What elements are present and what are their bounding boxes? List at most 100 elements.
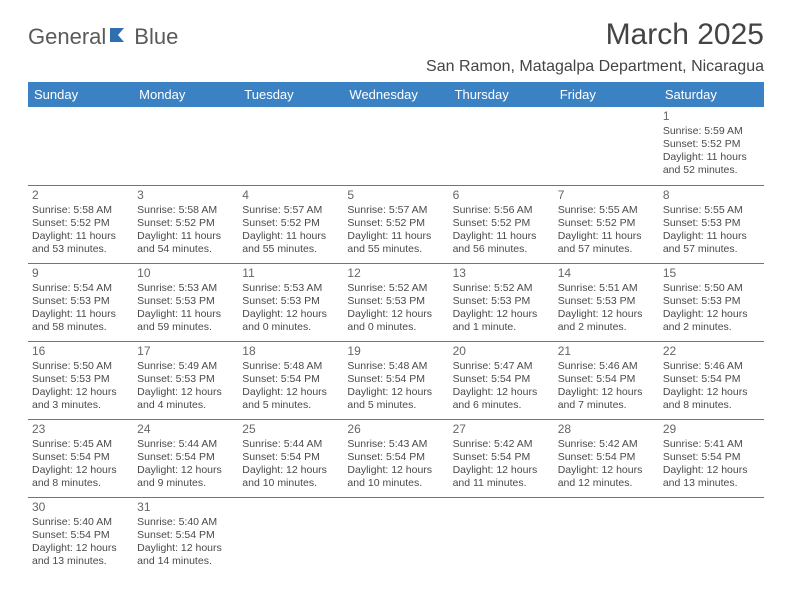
day-cell	[343, 497, 448, 575]
day-d2: and 52 minutes.	[663, 164, 760, 177]
day-d1: Daylight: 12 hours	[137, 464, 234, 477]
day-sunrise: Sunrise: 5:40 AM	[137, 516, 234, 529]
weekday-header: Saturday	[659, 82, 764, 107]
day-sunset: Sunset: 5:53 PM	[453, 295, 550, 308]
day-sunset: Sunset: 5:53 PM	[137, 295, 234, 308]
day-sunrise: Sunrise: 5:55 AM	[558, 204, 655, 217]
day-number: 16	[32, 344, 129, 359]
day-cell	[554, 497, 659, 575]
day-d1: Daylight: 12 hours	[32, 386, 129, 399]
day-sunrise: Sunrise: 5:46 AM	[663, 360, 760, 373]
day-d1: Daylight: 12 hours	[663, 308, 760, 321]
day-sunset: Sunset: 5:52 PM	[558, 217, 655, 230]
day-cell: 22Sunrise: 5:46 AMSunset: 5:54 PMDayligh…	[659, 341, 764, 419]
weekday-header: Monday	[133, 82, 238, 107]
day-cell	[449, 107, 554, 185]
day-sunset: Sunset: 5:52 PM	[453, 217, 550, 230]
day-d1: Daylight: 12 hours	[137, 542, 234, 555]
flag-icon	[110, 24, 132, 50]
logo-text-b: Blue	[134, 24, 178, 50]
day-cell: 27Sunrise: 5:42 AMSunset: 5:54 PMDayligh…	[449, 419, 554, 497]
day-d2: and 59 minutes.	[137, 321, 234, 334]
day-cell	[449, 497, 554, 575]
day-cell: 16Sunrise: 5:50 AMSunset: 5:53 PMDayligh…	[28, 341, 133, 419]
day-number: 4	[242, 188, 339, 203]
day-d1: Daylight: 12 hours	[347, 308, 444, 321]
day-sunset: Sunset: 5:53 PM	[663, 217, 760, 230]
day-d1: Daylight: 11 hours	[347, 230, 444, 243]
day-d2: and 57 minutes.	[558, 243, 655, 256]
day-sunrise: Sunrise: 5:47 AM	[453, 360, 550, 373]
day-number: 11	[242, 266, 339, 281]
day-sunset: Sunset: 5:54 PM	[347, 373, 444, 386]
day-number: 26	[347, 422, 444, 437]
day-cell	[28, 107, 133, 185]
day-cell: 6Sunrise: 5:56 AMSunset: 5:52 PMDaylight…	[449, 185, 554, 263]
day-cell: 8Sunrise: 5:55 AMSunset: 5:53 PMDaylight…	[659, 185, 764, 263]
day-number: 6	[453, 188, 550, 203]
day-sunrise: Sunrise: 5:58 AM	[137, 204, 234, 217]
day-d2: and 57 minutes.	[663, 243, 760, 256]
day-sunset: Sunset: 5:54 PM	[137, 529, 234, 542]
day-d1: Daylight: 12 hours	[242, 308, 339, 321]
day-cell: 7Sunrise: 5:55 AMSunset: 5:52 PMDaylight…	[554, 185, 659, 263]
day-sunset: Sunset: 5:53 PM	[663, 295, 760, 308]
weekday-header: Sunday	[28, 82, 133, 107]
day-number: 30	[32, 500, 129, 515]
day-number: 9	[32, 266, 129, 281]
day-sunset: Sunset: 5:54 PM	[558, 451, 655, 464]
day-cell	[659, 497, 764, 575]
day-sunrise: Sunrise: 5:49 AM	[137, 360, 234, 373]
day-sunrise: Sunrise: 5:42 AM	[453, 438, 550, 451]
day-sunrise: Sunrise: 5:50 AM	[663, 282, 760, 295]
day-d1: Daylight: 11 hours	[32, 230, 129, 243]
day-d2: and 2 minutes.	[558, 321, 655, 334]
day-d1: Daylight: 12 hours	[558, 308, 655, 321]
day-cell: 30Sunrise: 5:40 AMSunset: 5:54 PMDayligh…	[28, 497, 133, 575]
day-number: 3	[137, 188, 234, 203]
location: San Ramon, Matagalpa Department, Nicarag…	[426, 58, 764, 76]
day-sunrise: Sunrise: 5:43 AM	[347, 438, 444, 451]
day-sunset: Sunset: 5:53 PM	[137, 373, 234, 386]
day-cell	[238, 107, 343, 185]
week-row: 23Sunrise: 5:45 AMSunset: 5:54 PMDayligh…	[28, 419, 764, 497]
day-sunrise: Sunrise: 5:41 AM	[663, 438, 760, 451]
day-sunset: Sunset: 5:54 PM	[242, 451, 339, 464]
week-row: 9Sunrise: 5:54 AMSunset: 5:53 PMDaylight…	[28, 263, 764, 341]
day-sunrise: Sunrise: 5:52 AM	[347, 282, 444, 295]
day-sunset: Sunset: 5:52 PM	[32, 217, 129, 230]
day-d1: Daylight: 12 hours	[137, 386, 234, 399]
week-row: 16Sunrise: 5:50 AMSunset: 5:53 PMDayligh…	[28, 341, 764, 419]
day-number: 19	[347, 344, 444, 359]
day-number: 24	[137, 422, 234, 437]
day-cell: 3Sunrise: 5:58 AMSunset: 5:52 PMDaylight…	[133, 185, 238, 263]
day-number: 7	[558, 188, 655, 203]
day-d2: and 10 minutes.	[242, 477, 339, 490]
day-d2: and 13 minutes.	[663, 477, 760, 490]
calendar-table: Sunday Monday Tuesday Wednesday Thursday…	[28, 82, 764, 575]
day-sunrise: Sunrise: 5:44 AM	[137, 438, 234, 451]
weekday-header-row: Sunday Monday Tuesday Wednesday Thursday…	[28, 82, 764, 107]
day-d2: and 14 minutes.	[137, 555, 234, 568]
day-d2: and 58 minutes.	[32, 321, 129, 334]
day-d2: and 8 minutes.	[32, 477, 129, 490]
day-sunrise: Sunrise: 5:44 AM	[242, 438, 339, 451]
week-row: 1Sunrise: 5:59 AMSunset: 5:52 PMDaylight…	[28, 107, 764, 185]
day-sunrise: Sunrise: 5:40 AM	[32, 516, 129, 529]
day-number: 20	[453, 344, 550, 359]
day-cell: 28Sunrise: 5:42 AMSunset: 5:54 PMDayligh…	[554, 419, 659, 497]
day-number: 22	[663, 344, 760, 359]
weekday-header: Friday	[554, 82, 659, 107]
day-d2: and 8 minutes.	[663, 399, 760, 412]
day-number: 23	[32, 422, 129, 437]
day-cell: 14Sunrise: 5:51 AMSunset: 5:53 PMDayligh…	[554, 263, 659, 341]
day-d2: and 2 minutes.	[663, 321, 760, 334]
day-cell: 25Sunrise: 5:44 AMSunset: 5:54 PMDayligh…	[238, 419, 343, 497]
day-sunrise: Sunrise: 5:48 AM	[242, 360, 339, 373]
day-cell: 26Sunrise: 5:43 AMSunset: 5:54 PMDayligh…	[343, 419, 448, 497]
day-cell: 29Sunrise: 5:41 AMSunset: 5:54 PMDayligh…	[659, 419, 764, 497]
weekday-header: Wednesday	[343, 82, 448, 107]
day-sunrise: Sunrise: 5:42 AM	[558, 438, 655, 451]
day-cell: 20Sunrise: 5:47 AMSunset: 5:54 PMDayligh…	[449, 341, 554, 419]
day-d2: and 4 minutes.	[137, 399, 234, 412]
